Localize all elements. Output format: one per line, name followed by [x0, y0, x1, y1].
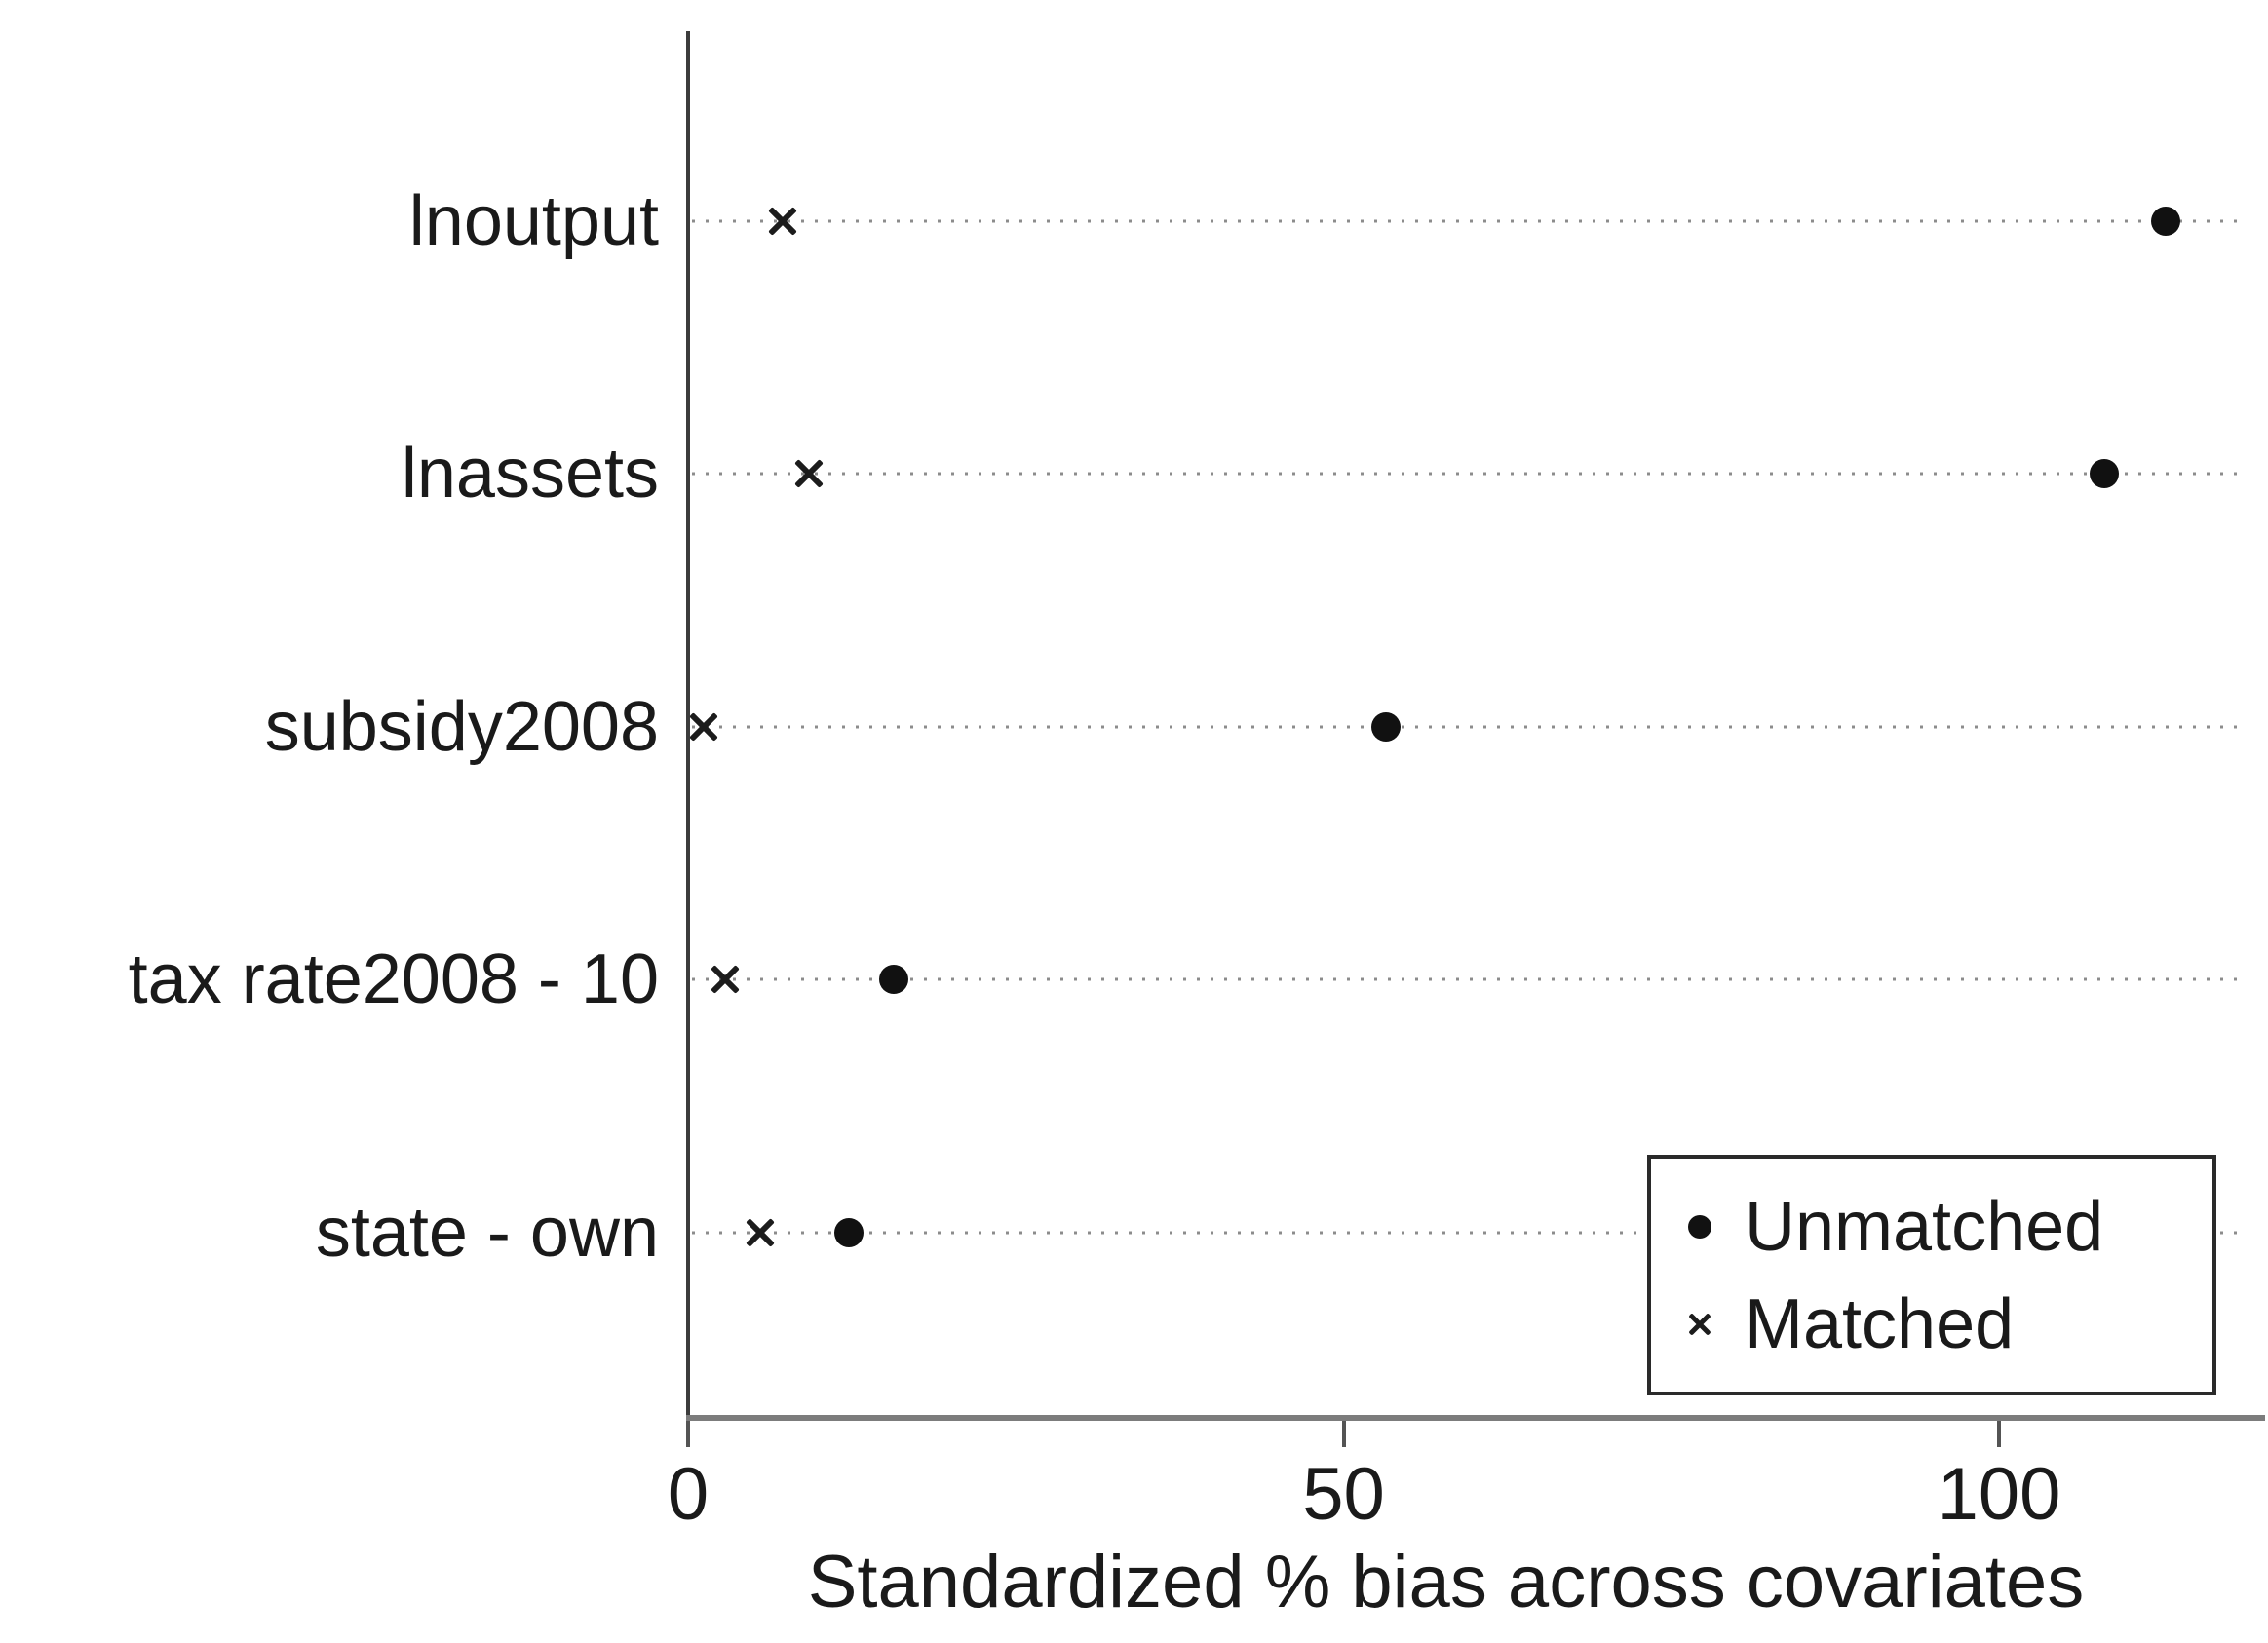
x-tick-label-50: 50 — [1302, 1453, 1385, 1536]
category-label-5: state - own — [315, 1193, 659, 1272]
grid-line-5 — [692, 1231, 2240, 1235]
x-tick-label-100: 100 — [1937, 1453, 2061, 1536]
matched-marker-5 — [742, 1214, 779, 1251]
grid-line-4 — [692, 977, 2240, 981]
category-label-4: tax rate2008 - 10 — [128, 940, 659, 1019]
x-tick-100 — [1997, 1421, 2001, 1447]
matched-marker-4 — [707, 961, 744, 998]
grid-line-1 — [692, 219, 2240, 223]
matched-marker-2 — [790, 455, 827, 492]
x-tick-label-0: 0 — [667, 1453, 710, 1536]
legend-item-unmatched: Unmatched — [1680, 1192, 2212, 1262]
legend-label-unmatched: Unmatched — [1745, 1187, 2104, 1266]
x-tick-0 — [686, 1421, 690, 1447]
matched-marker-1 — [764, 203, 801, 240]
category-label-2: lnassets — [401, 435, 659, 514]
category-label-1: lnoutput — [408, 181, 659, 260]
matched-marker-3 — [685, 708, 722, 745]
grid-line-2 — [692, 472, 2240, 476]
x-axis-line — [686, 1415, 2265, 1421]
legend-item-matched: Matched — [1680, 1289, 2212, 1359]
unmatched-marker-1 — [2150, 206, 2180, 236]
grid-line-3 — [692, 725, 2240, 729]
unmatched-marker-2 — [2089, 459, 2119, 489]
unmatched-marker-5 — [834, 1217, 865, 1247]
x-axis-title: Standardized % bias across covariates — [807, 1541, 2085, 1624]
legend-label-matched: Matched — [1745, 1284, 2015, 1363]
unmatched-marker-3 — [1370, 711, 1401, 742]
unmatched-dot-icon — [1688, 1214, 1711, 1239]
matched-cross-icon — [1685, 1310, 1714, 1339]
legend: Unmatched Matched — [1647, 1155, 2216, 1395]
category-label-3: subsidy2008 — [264, 687, 659, 766]
unmatched-marker-4 — [879, 965, 909, 995]
x-tick-50 — [1341, 1421, 1346, 1447]
